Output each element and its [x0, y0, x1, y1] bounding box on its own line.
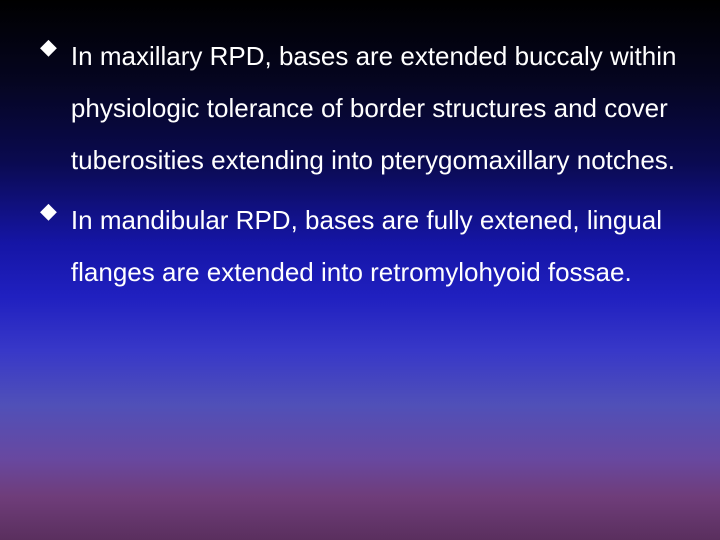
bullet-text: In maxillary RPD, bases are extended buc… [71, 30, 680, 186]
bullet-marker-icon: ◆ [40, 36, 57, 58]
bullet-marker-icon: ◆ [40, 200, 57, 222]
slide-container: ◆ In maxillary RPD, bases are extended b… [0, 0, 720, 540]
bullet-text: In mandibular RPD, bases are fully exten… [71, 194, 680, 298]
bullet-item: ◆ In mandibular RPD, bases are fully ext… [40, 194, 680, 298]
bullet-item: ◆ In maxillary RPD, bases are extended b… [40, 30, 680, 186]
